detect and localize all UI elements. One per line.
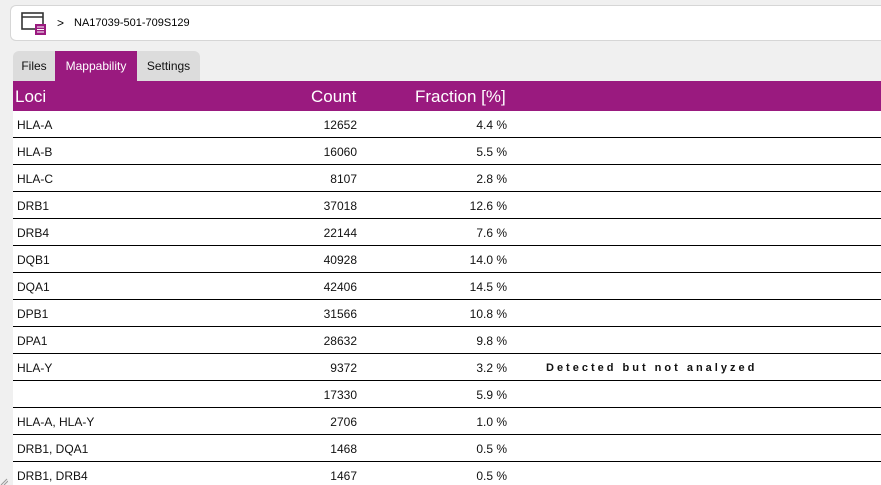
count-cell: 17330 <box>323 388 357 402</box>
table-row[interactable]: 17330 5.9 % <box>13 381 881 408</box>
table-row[interactable]: DPB1 31566 10.8 % <box>13 300 881 327</box>
table-row[interactable]: DQB1 40928 14.0 % <box>13 246 881 273</box>
table-body: HLA-A 12652 4.4 % HLA-B 16060 5.5 % HLA-C 8107 2… <box>13 111 881 485</box>
header-fraction[interactable]: Fraction [%] <box>415 87 506 106</box>
table-header: Loci Count Fraction [%] <box>13 81 881 111</box>
loci-cell: DRB1, DQA1 <box>17 442 89 456</box>
fraction-cell: 0.5 % <box>476 469 507 483</box>
resize-grip-icon[interactable] <box>0 477 8 485</box>
table-row[interactable]: DPA1 28632 9.8 % <box>13 327 881 354</box>
count-cell: 31566 <box>323 307 357 321</box>
tab-mappability[interactable]: Mappability <box>55 51 137 81</box>
count-cell: 1467 <box>330 469 357 483</box>
tab-files[interactable]: Files <box>13 51 55 81</box>
fraction-cell: 12.6 % <box>469 199 507 213</box>
count-cell: 16060 <box>323 145 357 159</box>
status-note: Detected but not analyzed <box>546 362 758 374</box>
table-row[interactable]: DRB4 22144 7.6 % <box>13 219 881 246</box>
fraction-cell: 14.5 % <box>469 280 507 294</box>
fraction-cell: 3.2 % <box>476 361 507 375</box>
table-row[interactable]: DRB1, DQA1 1468 0.5 % <box>13 435 881 462</box>
loci-cell: DRB1, DRB4 <box>17 469 88 483</box>
tab-bar: Files Mappability Settings <box>13 51 200 81</box>
loci-cell: DQA1 <box>17 280 50 294</box>
table-row[interactable]: DRB1 37018 12.6 % <box>13 192 881 219</box>
loci-cell: DRB1 <box>17 199 50 213</box>
fraction-cell: 7.6 % <box>476 226 507 240</box>
loci-cell: HLA-Y <box>17 361 53 375</box>
count-cell: 12652 <box>323 118 357 132</box>
fraction-cell: 14.0 % <box>469 253 507 267</box>
count-cell: 28632 <box>323 334 357 348</box>
count-cell: 9372 <box>330 361 357 375</box>
fraction-cell: 5.9 % <box>476 388 507 402</box>
table-row[interactable]: HLA-B 16060 5.5 % <box>13 138 881 165</box>
loci-cell: DQB1 <box>17 253 50 267</box>
table-row[interactable]: HLA-Y 9372 3.2 % Detected but not analyzed <box>13 354 881 381</box>
mappability-table: Loci Count Fraction [%] HLA-A 12652 4.4 % H… <box>13 81 881 485</box>
count-cell: 1468 <box>330 442 357 456</box>
count-cell: 8107 <box>330 172 357 186</box>
loci-cell: HLA-C <box>17 172 54 186</box>
loci-cell: DRB4 <box>17 226 50 240</box>
window-list-icon[interactable] <box>21 12 47 36</box>
breadcrumb-separator: > <box>57 16 65 30</box>
loci-cell: DPB1 <box>17 307 49 321</box>
breadcrumb-bar: > NA17039-501-709S129 <box>10 5 881 41</box>
table-row[interactable]: HLA-A, HLA-Y 2706 1.0 % <box>13 408 881 435</box>
table-row[interactable]: DQA1 42406 14.5 % <box>13 273 881 300</box>
breadcrumb-sample[interactable]: NA17039-501-709S129 <box>74 17 190 29</box>
loci-cell: HLA-B <box>17 145 53 159</box>
tab-settings[interactable]: Settings <box>137 51 200 81</box>
count-cell: 37018 <box>323 199 357 213</box>
fraction-cell: 2.8 % <box>476 172 507 186</box>
header-loci[interactable]: Loci <box>15 87 47 106</box>
fraction-cell: 0.5 % <box>476 442 507 456</box>
header-count[interactable]: Count <box>311 87 357 106</box>
fraction-cell: 5.5 % <box>476 145 507 159</box>
loci-cell: HLA-A <box>17 118 53 132</box>
loci-cell: DPA1 <box>17 334 48 348</box>
fraction-cell: 10.8 % <box>469 307 507 321</box>
fraction-cell: 1.0 % <box>476 415 507 429</box>
loci-cell: HLA-A, HLA-Y <box>17 415 95 429</box>
fraction-cell: 4.4 % <box>476 118 507 132</box>
table-row[interactable]: HLA-A 12652 4.4 % <box>13 111 881 138</box>
count-cell: 42406 <box>323 280 357 294</box>
fraction-cell: 9.8 % <box>476 334 507 348</box>
count-cell: 2706 <box>330 415 357 429</box>
table-row[interactable]: HLA-C 8107 2.8 % <box>13 165 881 192</box>
table-row[interactable]: DRB1, DRB4 1467 0.5 % <box>13 462 881 485</box>
count-cell: 22144 <box>323 226 357 240</box>
count-cell: 40928 <box>323 253 357 267</box>
